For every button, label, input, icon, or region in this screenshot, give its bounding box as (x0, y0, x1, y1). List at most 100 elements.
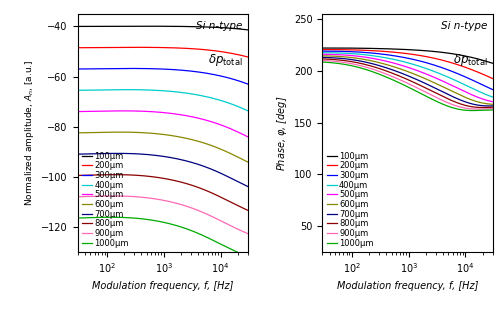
400μm (174, 90, 180, 94)
600μm (466, 97, 472, 101)
400μm (330, 51, 336, 55)
100μm (327, 46, 333, 50)
800μm (418, 84, 424, 88)
400μm (183, 91, 189, 95)
800μm (74, 174, 80, 177)
100μm (418, 49, 424, 52)
Line: 400μm: 400μm (322, 53, 492, 97)
900μm (74, 195, 80, 199)
700μm (448, 94, 454, 98)
100μm (428, 49, 434, 53)
400μm (320, 51, 326, 55)
600μm (244, 160, 250, 164)
600μm (174, 134, 180, 138)
400μm (85, 88, 91, 92)
Line: 100μm: 100μm (322, 48, 492, 63)
500μm (244, 135, 250, 138)
500μm (183, 114, 189, 117)
500μm (418, 70, 424, 74)
700μm (183, 159, 189, 163)
200μm (204, 48, 210, 52)
Line: 600μm: 600μm (322, 56, 492, 104)
400μm (244, 109, 250, 112)
100μm (490, 61, 496, 65)
800μm (244, 208, 250, 212)
600μm (204, 142, 210, 146)
300μm (490, 88, 496, 91)
900μm (490, 107, 496, 110)
1000μm (466, 109, 472, 112)
Line: 700μm: 700μm (78, 153, 247, 186)
400μm (178, 91, 184, 94)
800μm (174, 179, 180, 183)
900μm (85, 195, 91, 198)
600μm (74, 131, 80, 135)
100μm (204, 25, 210, 29)
800μm (466, 104, 472, 108)
900μm (110, 194, 116, 198)
900μm (183, 204, 189, 208)
200μm (320, 48, 326, 52)
200μm (174, 46, 180, 50)
Line: 500μm: 500μm (322, 54, 492, 102)
1000μm (428, 97, 434, 100)
700μm (85, 152, 91, 156)
700μm (74, 152, 80, 156)
Text: $\delta p_{\rm total}$: $\delta p_{\rm total}$ (208, 52, 242, 68)
300μm (183, 69, 189, 72)
200μm (418, 54, 424, 57)
700μm (330, 56, 336, 60)
800μm (112, 173, 118, 176)
900μm (474, 107, 480, 111)
300μm (448, 69, 454, 73)
800μm (422, 86, 428, 90)
Line: 300μm: 300μm (78, 69, 247, 84)
Line: 900μm: 900μm (78, 196, 247, 234)
600μm (85, 131, 91, 134)
500μm (85, 109, 91, 113)
300μm (422, 61, 428, 64)
600μm (221, 149, 227, 152)
Line: 200μm: 200μm (322, 49, 492, 78)
300μm (74, 67, 80, 71)
500μm (178, 113, 184, 116)
300μm (330, 49, 336, 53)
400μm (466, 85, 472, 89)
500μm (74, 110, 80, 113)
500μm (428, 74, 434, 78)
700μm (490, 104, 496, 108)
200μm (423, 55, 429, 58)
800μm (490, 105, 496, 109)
1000μm (422, 94, 428, 98)
500μm (320, 53, 326, 56)
600μm (183, 136, 189, 140)
200μm (74, 46, 80, 49)
400μm (448, 77, 454, 80)
800μm (320, 57, 326, 61)
800μm (221, 197, 227, 201)
700μm (422, 82, 428, 85)
900μm (428, 93, 434, 96)
900μm (244, 232, 250, 235)
100μm (466, 55, 472, 59)
200μm (221, 50, 227, 54)
400μm (490, 95, 496, 99)
300μm (204, 71, 210, 75)
500μm (221, 124, 227, 128)
500μm (448, 83, 454, 87)
300μm (320, 49, 326, 53)
Line: 700μm: 700μm (322, 57, 492, 106)
600μm (178, 135, 184, 139)
Line: 500μm: 500μm (78, 111, 247, 137)
700μm (244, 184, 250, 188)
300μm (244, 82, 250, 86)
Text: $\delta p_{\rm total}$: $\delta p_{\rm total}$ (452, 52, 488, 68)
200μm (183, 46, 189, 50)
Y-axis label: Phase, $\varphi$, [deg]: Phase, $\varphi$, [deg] (274, 95, 288, 171)
800μm (183, 182, 189, 185)
400μm (422, 66, 428, 70)
700μm (114, 151, 120, 155)
100μm (85, 24, 91, 28)
1000μm (244, 255, 250, 258)
600μm (448, 89, 454, 93)
